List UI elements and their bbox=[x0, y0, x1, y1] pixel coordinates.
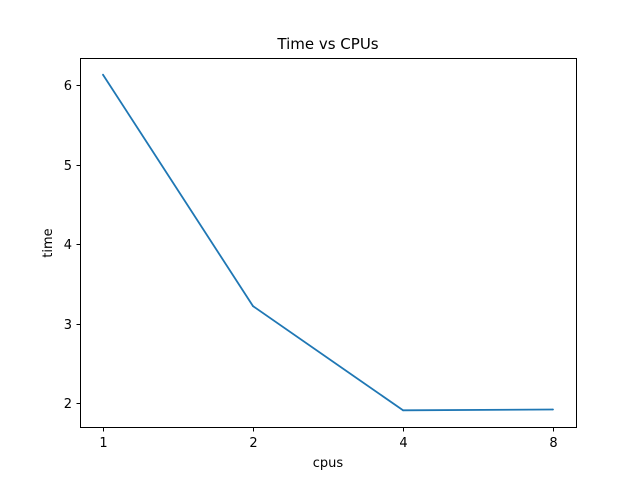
data-point bbox=[552, 408, 554, 411]
y-tick-label: 6 bbox=[64, 79, 72, 94]
x-tick-label: 1 bbox=[99, 436, 107, 451]
plot-frame bbox=[80, 58, 577, 428]
x-tick-label: 2 bbox=[249, 436, 257, 451]
plot-area bbox=[102, 73, 554, 412]
x-tick-label: 8 bbox=[549, 436, 557, 451]
series-line bbox=[102, 74, 554, 412]
data-point bbox=[402, 409, 404, 412]
y-axis-label: time bbox=[41, 228, 56, 257]
x-axis-label: cpus bbox=[313, 456, 344, 471]
x-tick-label: 4 bbox=[399, 436, 407, 451]
y-tick-label: 3 bbox=[64, 318, 72, 333]
y-tick-label: 4 bbox=[64, 238, 72, 253]
y-tick-label: 5 bbox=[64, 159, 72, 174]
data-point bbox=[102, 73, 104, 76]
data-point bbox=[252, 305, 254, 307]
y-tick-label: 2 bbox=[64, 397, 72, 412]
chart-title: Time vs CPUs bbox=[276, 35, 378, 53]
